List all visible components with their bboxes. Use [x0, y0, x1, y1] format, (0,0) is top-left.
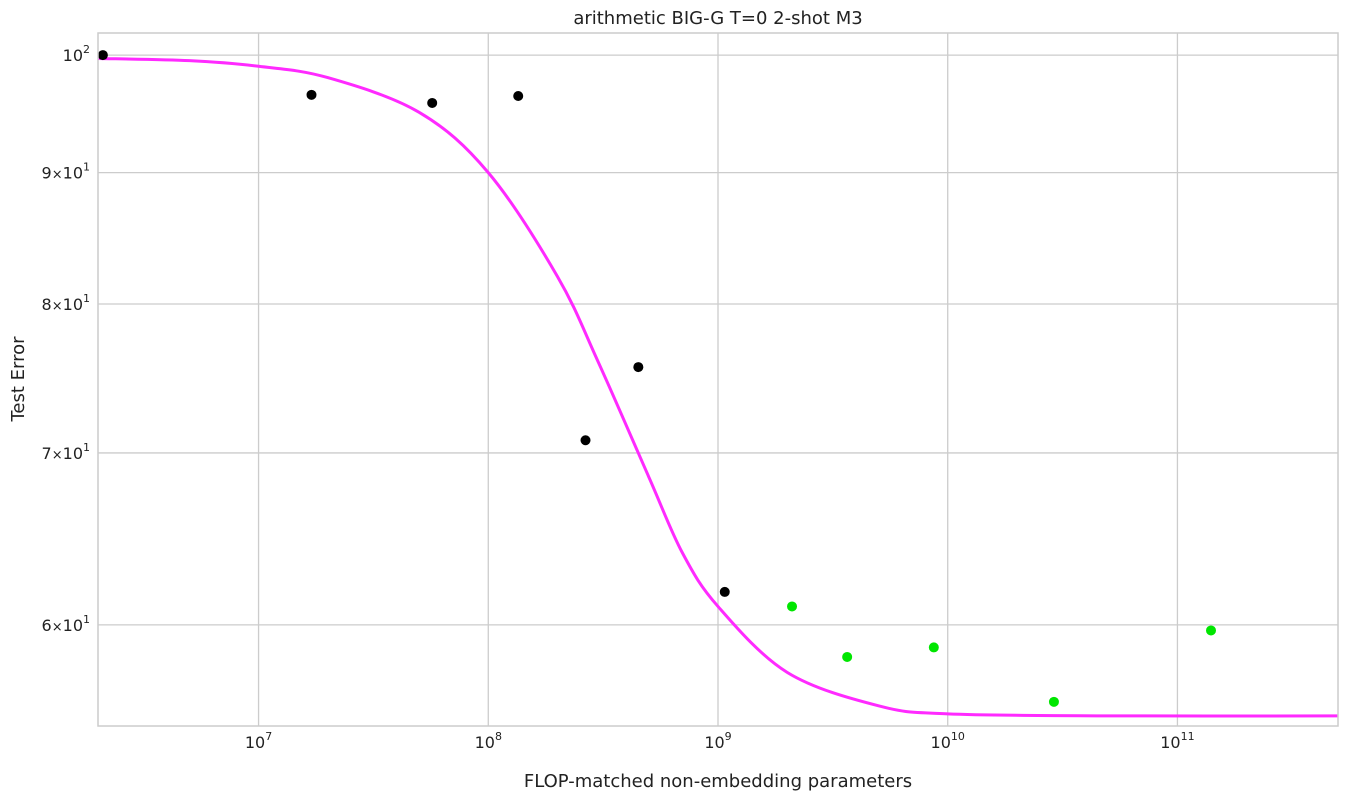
chart-title: arithmetic BIG-G T=0 2-shot M3 [573, 8, 862, 29]
data-point-green [787, 601, 798, 612]
x-tick-labels: 107 108 109 1010 1011 [245, 730, 1195, 752]
y-tick-label: 9×101 [42, 161, 90, 183]
data-point-black [97, 50, 108, 61]
grid [98, 33, 1338, 726]
x-tick-label: 1011 [1160, 730, 1194, 752]
data-point-black [427, 97, 438, 108]
data-point-black [719, 586, 730, 597]
x-tick-label: 108 [475, 730, 502, 752]
x-tick-label: 107 [245, 730, 272, 752]
y-tick-label: 8×101 [42, 292, 90, 314]
y-tick-label: 7×101 [42, 441, 90, 463]
data-point-green [928, 642, 939, 653]
fit-curve-layer [97, 56, 1339, 718]
y-tick-label: 102 [63, 43, 90, 65]
y-tick-labels: 102 9×101 8×101 7×101 6×101 [42, 43, 90, 635]
data-points [97, 50, 1216, 707]
x-tick-label: 109 [704, 730, 731, 752]
data-point-green [842, 651, 853, 662]
x-tick-label: 1010 [931, 730, 965, 752]
data-point-black [580, 435, 591, 446]
data-point-green [1048, 696, 1059, 707]
data-point-green [1206, 625, 1216, 636]
y-tick-label: 6×101 [42, 613, 90, 635]
data-point-black [633, 362, 644, 373]
y-axis-label: Test Error [8, 336, 29, 423]
data-point-black [306, 89, 317, 100]
data-point-black [513, 90, 524, 101]
plot-frame [97, 32, 1339, 727]
fit-curve [97, 56, 1339, 718]
x-axis-label: FLOP-matched non-embedding parameters [524, 771, 912, 792]
